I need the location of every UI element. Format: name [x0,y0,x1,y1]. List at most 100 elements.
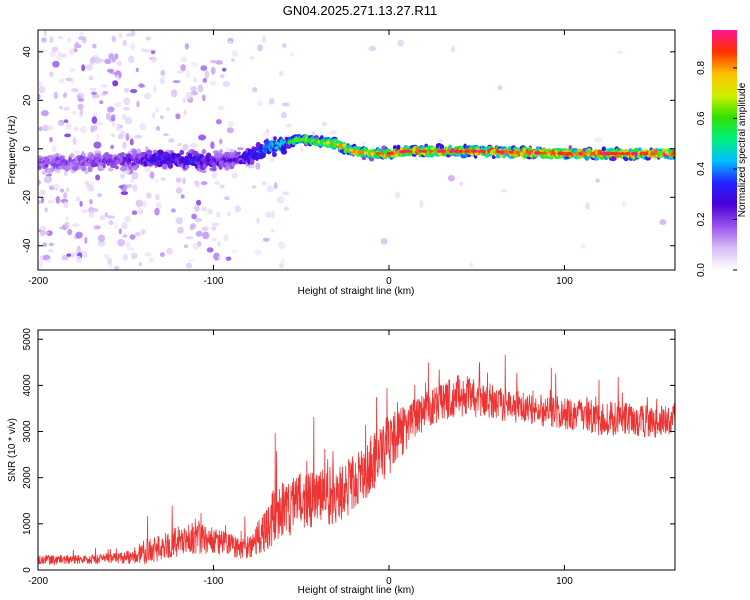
spectrogram-noise-cell [262,131,271,137]
spectrogram-noise-cell [154,207,160,216]
spectrogram-ridge-cell [610,156,617,161]
spectrogram-noise-cell [136,100,140,108]
spectrogram-ridge-cell [361,156,366,161]
spectrogram-noise-cell [617,50,623,54]
spectrogram-noise-cell [228,40,232,44]
spectrogram-ridge-cell [237,147,244,151]
spectrogram-noise-cell [252,87,258,93]
spectrogram-noise-cell [145,192,152,199]
spectrogram-noise-cell [290,52,294,57]
spectrogram-ridge-peak [620,152,625,156]
spectrogram-ridge-cell [152,162,158,166]
spectrogram-noise-cell [39,225,47,231]
spectrogram-ridge-cell [191,150,198,156]
spectrogram-noise-cell [163,133,169,137]
spectrogram-noise-cell [58,121,63,127]
spectrogram-noise-cell [114,102,122,108]
spectrogram-noise-cell [262,237,270,242]
spectrogram-noise-cell [180,64,186,72]
spectrogram-noise-cell [122,234,128,238]
spectrogram-ridge-peak [306,138,312,142]
spectrogram-noise-cell [201,206,207,212]
spectrogram-noise-cell [129,138,134,146]
spectrogram-ridge-peak [652,152,657,156]
spectrogram-noise-cell [497,85,503,91]
spectrogram-noise-cell [148,257,154,263]
spectrogram-noise-cell [128,55,135,63]
spectrogram-ridge-cell [219,149,223,154]
spectrogram-ridge-peak [418,149,423,153]
spectrogram-noise-cell [202,77,208,83]
y-tick-label: 40 [22,46,33,58]
spectrogram-noise-cell [78,36,86,41]
snr-y-label: SNR (10 * v/v) [7,418,18,482]
spectrogram-noise-cell [88,75,94,80]
spectrogram-noise-cell [200,181,208,186]
spectrogram-noise-cell [195,182,200,188]
spectrogram-noise-cell [95,133,100,141]
spectrogram-noise-cell [75,255,82,264]
spectrogram-noise-cell [95,121,104,126]
spectrogram-noise-cell [156,125,161,131]
spectrogram-ridge-cell [107,167,114,172]
spectrogram-noise-cell [166,247,173,255]
spectrogram-noise-cell [97,240,106,247]
spectrogram-noise-cell [99,215,106,221]
spectrogram-noise-cell [210,80,217,86]
spectrogram-noise-cell [190,223,197,229]
spectrogram-noise-cell [99,100,104,105]
spectrogram-noise-cell [271,228,275,233]
spectrogram-ridge-peak [428,149,434,153]
spectrogram-noise-cell [131,171,139,180]
spectrogram-ridge-peak [582,152,587,156]
y-tick-label: 20 [22,94,33,106]
spectrogram-ridge-peak [393,151,398,155]
spectrogram-ridge-cell [264,140,271,145]
snr-x-label: Height of straight line (km) [298,585,415,596]
spectrogram-ridge-peak [624,152,630,156]
spectrogram-noise-cell [170,208,176,213]
spectrogram-noise-cell [80,126,88,134]
spectrogram-noise-cell [79,31,85,36]
spectrogram-noise-cell [111,133,116,138]
spectrogram-noise-cell [447,175,455,182]
colorbar-tick-label: 0.2 [696,212,707,226]
snr-background [38,330,675,570]
spectrogram-noise-cell [122,39,127,47]
spectrogram-noise-cell [226,127,234,134]
spectrogram-noise-cell [125,241,131,250]
spectrogram-ridge-cell [87,166,93,172]
spectrogram-ridge-cell [56,170,61,174]
spectrogram-noise-cell [78,98,85,102]
spectrogram-noise-cell [215,60,223,65]
spectrogram-noise-cell [380,238,388,245]
spectrogram-noise-cell [102,90,109,95]
spectrogram-noise-cell [52,145,57,153]
spectrogram-noise-cell [211,237,217,242]
spectrogram-ridge-peak [542,151,547,155]
x-tick-label: 100 [556,576,573,587]
spectrogram-noise-cell [61,254,69,261]
spectrogram-noise-cell [182,143,189,151]
spectrogram-noise-cell [160,177,166,182]
spectrogram-noise-cell [72,223,80,228]
spectrogram-noise-cell [580,244,587,249]
spectrogram-noise-cell [132,184,138,192]
spectrogram-noise-cell [135,199,144,208]
spectrogram-ridge-cell [236,151,241,155]
colorbar-tick-label: 0.4 [696,162,707,176]
spectrogram-noise-cell [42,124,49,132]
spectrogram-noise-cell [39,229,46,237]
snr-frame [37,329,676,571]
spectrogram-noise-cell [85,64,93,71]
spectrogram-noise-cell [270,210,276,219]
spectrogram-noise-cell [159,77,165,85]
spectrogram-noise-cell [188,259,196,262]
spectrogram-noise-cell [125,133,130,141]
spectrogram-noise-cell [92,125,98,131]
spectrogram-noise-cell [116,60,122,67]
colorbar-gradient [712,30,737,270]
spectrogram-noise-cell [394,191,401,199]
spectrogram-noise-cell [73,150,81,155]
